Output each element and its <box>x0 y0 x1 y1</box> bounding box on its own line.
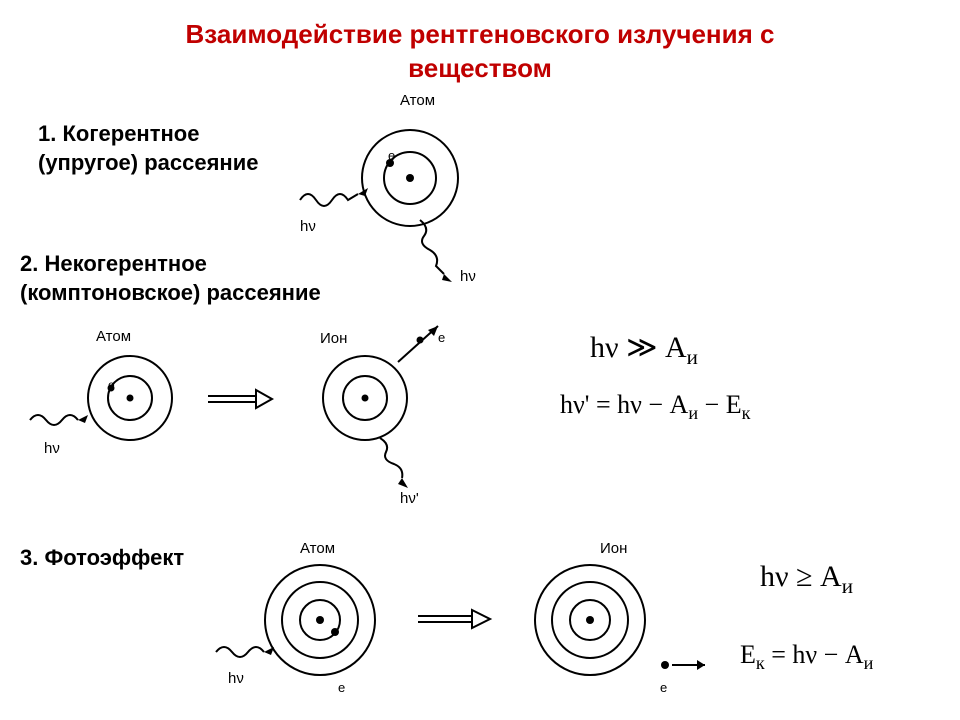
f4-sub1: к <box>756 653 765 673</box>
section2-num: 2. <box>20 251 38 276</box>
label-atom-3: Атом <box>300 540 335 557</box>
f2b: − E <box>698 390 742 419</box>
section1-text2: (упругое) рассеяние <box>38 150 258 175</box>
formula-compton-1: hν ≫ Aи <box>590 330 698 370</box>
page-title: Взаимодействие рентгеновского излучения … <box>0 0 960 86</box>
arrow-compton <box>200 380 280 420</box>
section3-text: Фотоэффект <box>44 545 184 570</box>
title-line2: веществом <box>0 52 960 86</box>
f4b: = hν − A <box>765 640 864 669</box>
label-e-3: e <box>338 680 345 695</box>
f1-sub: и <box>687 345 698 369</box>
label-hv-in-2: hν <box>44 440 60 457</box>
f4-sub2: и <box>864 653 874 673</box>
label-hvprime-2: hν' <box>400 490 419 507</box>
label-ion-2: Ион <box>320 330 347 347</box>
diagram-compton-ion <box>280 310 490 510</box>
f2-sub2: к <box>742 403 751 423</box>
section3-label: 3. Фотоэффект <box>20 545 184 571</box>
label-e-eject-2: e <box>438 330 445 345</box>
label-e-eject-3: e <box>660 680 667 695</box>
section1-text1: Когерентное <box>62 121 199 146</box>
label-atom-1: Атом <box>400 92 435 109</box>
section2-text2: (комптоновское) рассеяние <box>20 280 321 305</box>
formula-photo-1: hν ≥ Aи <box>760 560 853 599</box>
title-line1: Взаимодействие рентгеновского излучения … <box>0 18 960 52</box>
f2a: hν' = hν − A <box>560 390 688 419</box>
label-hv-in-1: hν <box>300 218 316 235</box>
arrow-photo <box>410 600 500 640</box>
f3-sub: и <box>842 574 853 598</box>
section2-label: 2. Некогерентное (комптоновское) рассеян… <box>20 250 321 307</box>
label-hv-in-3: hν <box>228 670 244 687</box>
formula-compton-2: hν' = hν − Aи − Eк <box>560 390 750 424</box>
label-atom-2: Атом <box>96 328 131 345</box>
label-hv-out-1: hν <box>460 268 476 285</box>
label-e-2: e <box>108 378 115 392</box>
section2-text1: Некогерентное <box>44 251 206 276</box>
label-e-1: e <box>388 148 395 163</box>
section1-num: 1. <box>38 121 56 146</box>
f4a: E <box>740 640 756 669</box>
diagram-photo-ion <box>500 540 730 720</box>
label-ion-3: Ион <box>600 540 627 557</box>
f2-sub1: и <box>688 403 698 423</box>
diagram-photo-atom <box>210 540 420 720</box>
formula-photo-2: Eк = hν − Aи <box>740 640 873 674</box>
f1-main: hν ≫ A <box>590 331 687 364</box>
section1-label: 1. Когерентное (упругое) рассеяние <box>38 120 258 177</box>
f3-main: hν ≥ A <box>760 560 842 593</box>
section3-num: 3. <box>20 545 38 570</box>
